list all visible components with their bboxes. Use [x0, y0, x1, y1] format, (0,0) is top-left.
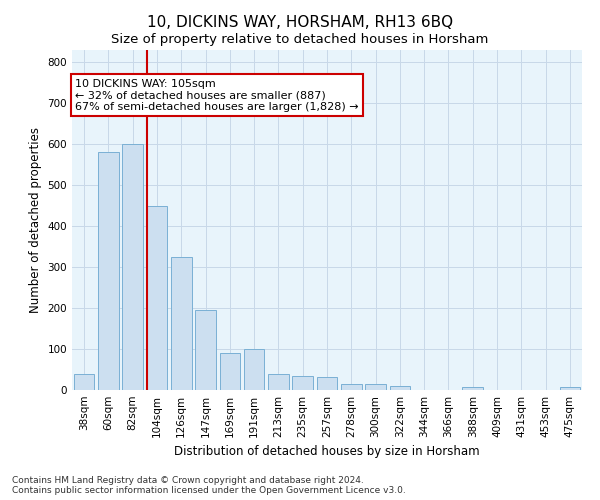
Bar: [122, 144, 143, 390]
Bar: [220, 353, 240, 390]
Bar: [244, 349, 265, 390]
Bar: [389, 386, 410, 390]
X-axis label: Distribution of detached houses by size in Horsham: Distribution of detached houses by size …: [174, 446, 480, 458]
Bar: [317, 377, 337, 390]
Bar: [292, 376, 313, 390]
Bar: [268, 374, 289, 390]
Bar: [365, 384, 386, 390]
Bar: [341, 384, 362, 390]
Text: 10 DICKINS WAY: 105sqm
← 32% of detached houses are smaller (887)
67% of semi-de: 10 DICKINS WAY: 105sqm ← 32% of detached…: [75, 78, 359, 112]
Bar: [463, 386, 483, 390]
Bar: [74, 374, 94, 390]
Bar: [560, 386, 580, 390]
Bar: [171, 257, 191, 390]
Text: Size of property relative to detached houses in Horsham: Size of property relative to detached ho…: [112, 32, 488, 46]
Bar: [98, 152, 119, 390]
Text: 10, DICKINS WAY, HORSHAM, RH13 6BQ: 10, DICKINS WAY, HORSHAM, RH13 6BQ: [147, 15, 453, 30]
Text: Contains HM Land Registry data © Crown copyright and database right 2024.
Contai: Contains HM Land Registry data © Crown c…: [12, 476, 406, 495]
Y-axis label: Number of detached properties: Number of detached properties: [29, 127, 42, 313]
Bar: [146, 206, 167, 390]
Bar: [195, 310, 216, 390]
